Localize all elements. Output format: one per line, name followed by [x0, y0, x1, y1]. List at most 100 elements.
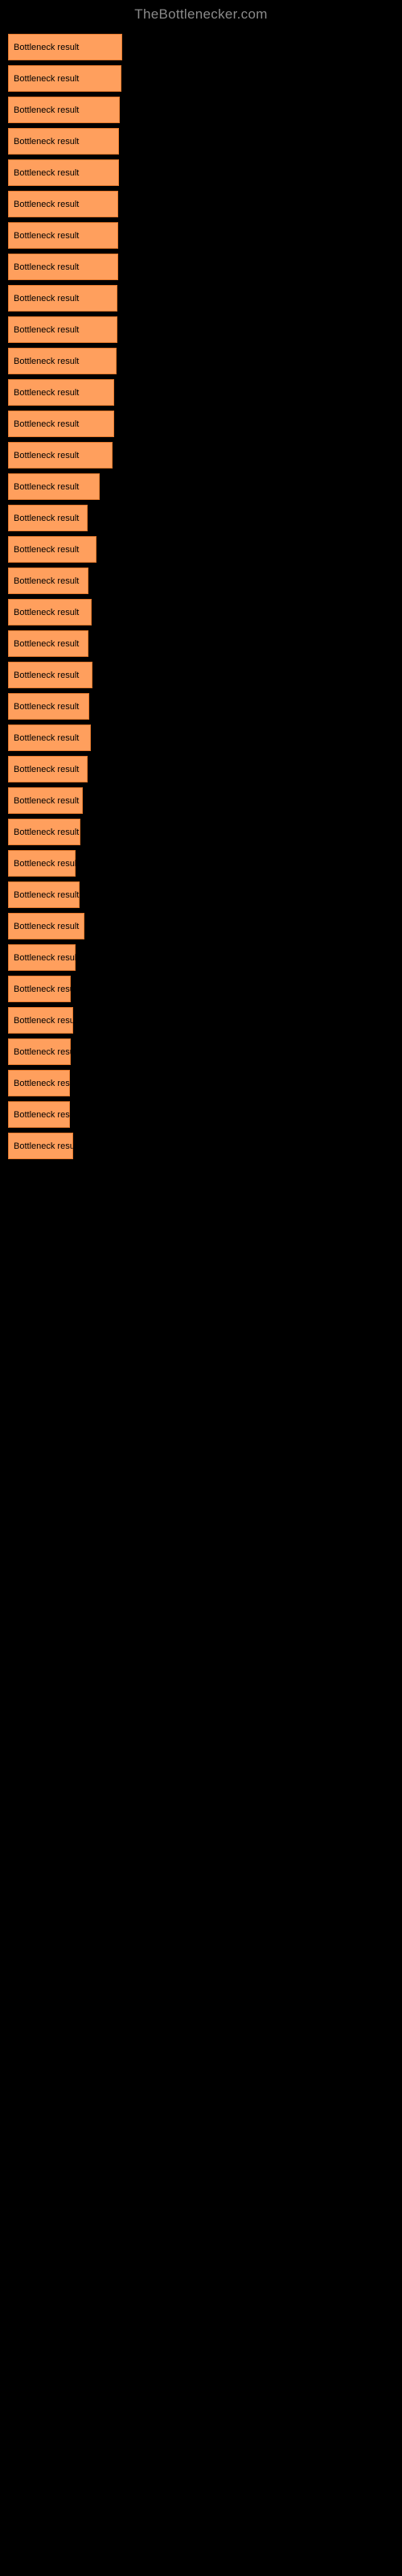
- bar-inner-label: Bottleneck result: [14, 985, 79, 994]
- chart-row: Bottleneck result38.0: [8, 599, 402, 625]
- bar-inner-label: Bottleneck result: [14, 137, 79, 147]
- chart-row: Bottleneck result49.2: [8, 348, 402, 374]
- bar-inner-label: Bottleneck result: [14, 953, 79, 963]
- bar-inner-label: Bottleneck result: [14, 1141, 79, 1151]
- bottleneck-bar: Bottleneck result: [8, 222, 118, 249]
- bar-wrap: Bottleneck result49.7: [8, 285, 394, 312]
- bar-wrap: Bottleneck result 34.5: [8, 913, 394, 939]
- bottleneck-bar: Bottleneck result: [8, 97, 120, 123]
- bar-inner-label: Bottleneck result: [14, 733, 79, 743]
- bottleneck-bar: Bottleneck result: [8, 1038, 71, 1065]
- bar-wrap: Bottleneck result29.5: [8, 1133, 394, 1159]
- chart-row: Bottleneck result29.5: [8, 1007, 402, 1034]
- bar-inner-label: Bottleneck result: [14, 765, 79, 774]
- bar-value-label: 28.5: [71, 1038, 97, 1065]
- bar-value-label: 49.5: [117, 316, 144, 343]
- bar-value-label: 50.0: [118, 254, 145, 280]
- bar-wrap: Bottleneck result30.5: [8, 944, 394, 971]
- bottleneck-bar: Bottleneck result: [8, 568, 88, 594]
- chart-row: Bottleneck result37.0: [8, 693, 402, 720]
- chart-row: Bottleneck result36.0: [8, 505, 402, 531]
- bar-value-label: 34.0: [83, 787, 109, 814]
- bar-value-label: 50.4: [119, 128, 146, 155]
- bar-wrap: Bottleneck result36.5: [8, 568, 394, 594]
- bottleneck-bar: Bottleneck result: [8, 819, 80, 845]
- bar-inner-label: Bottleneck result: [14, 388, 79, 398]
- bar-value-label: 28.0: [70, 1101, 96, 1128]
- chart-row: Bottleneck result28.0: [8, 1070, 402, 1096]
- bar-inner-label: Bottleneck result: [14, 796, 79, 806]
- bottleneck-bar: Bottleneck result: [8, 348, 117, 374]
- chart-row: Bottleneck result30.5: [8, 850, 402, 877]
- bar-wrap: Bottleneck result36.0: [8, 505, 394, 531]
- bar-wrap: Bottleneck result40.0: [8, 536, 394, 563]
- bar-inner-label: Bottleneck result: [14, 922, 79, 931]
- chart-row: Bottleneck result36.5: [8, 568, 402, 594]
- bar-wrap: Bottleneck result48.0: [8, 379, 394, 406]
- bar-inner-label: Bottleneck result: [14, 1047, 79, 1057]
- bottleneck-bar: Bottleneck result: [8, 505, 88, 531]
- bar-value-label: 32.5: [80, 881, 106, 908]
- bar-value-label: 50.0: [118, 222, 145, 249]
- bar-wrap: Bottleneck result50.0: [8, 222, 394, 249]
- bottleneck-bar: Bottleneck result: [8, 913, 84, 939]
- bottleneck-bar: Bottleneck result: [8, 536, 96, 563]
- bar-inner-label: Bottleneck result: [14, 639, 79, 649]
- bar-wrap: Bottleneck result51.3: [8, 65, 394, 92]
- chart-row: Bottleneck result 49.5: [8, 316, 402, 343]
- bottleneck-bar: Bottleneck result: [8, 442, 113, 469]
- chart-row: Bottleneck result 49.9: [8, 191, 402, 217]
- bar-wrap: Bottleneck result41.5: [8, 473, 394, 500]
- chart-row: Bottleneck result48.0: [8, 411, 402, 437]
- bottleneck-bar: Bottleneck result: [8, 881, 80, 908]
- chart-row: Bottleneck result41.5: [8, 473, 402, 500]
- bar-inner-label: Bottleneck result: [14, 262, 79, 272]
- bar-inner-label: Bottleneck result: [14, 1016, 79, 1026]
- bottleneck-bar: Bottleneck result: [8, 944, 76, 971]
- chart-row: Bottleneck result 34.0: [8, 787, 402, 814]
- bar-inner-label: Bottleneck result: [14, 419, 79, 429]
- bottleneck-bar: Bottleneck result: [8, 1133, 73, 1159]
- bottleneck-bar: Bottleneck result: [8, 254, 118, 280]
- bar-value-label: 28.5: [71, 976, 97, 1002]
- chart-row: Bottleneck result36.0: [8, 756, 402, 782]
- bar-inner-label: Bottleneck result: [14, 43, 79, 52]
- bar-value-label: 28.0: [70, 1070, 96, 1096]
- bar-inner-label: Bottleneck result: [14, 828, 79, 837]
- bottleneck-bar: Bottleneck result: [8, 850, 76, 877]
- bar-wrap: Bottleneck result 50.0: [8, 254, 394, 280]
- bar-wrap: Bottleneck result37.5: [8, 724, 394, 751]
- chart-row: Bottleneck result48.0: [8, 379, 402, 406]
- bar-wrap: Bottleneck result32.5: [8, 881, 394, 908]
- bar-value-label: 49.9: [118, 191, 145, 217]
- bar-value-label: 49.7: [117, 285, 144, 312]
- site-header: TheBottlenecker.com: [0, 6, 402, 23]
- chart-row: Bottleneck result 50.4: [8, 128, 402, 155]
- bar-value-label: 36.5: [88, 568, 115, 594]
- chart-row: Bottleneck result40.0: [8, 536, 402, 563]
- bar-wrap: Bottleneck result50.2: [8, 159, 394, 186]
- bottleneck-bar: Bottleneck result: [8, 65, 121, 92]
- bar-wrap: Bottleneck result51.7: [8, 34, 394, 60]
- bar-inner-label: Bottleneck result: [14, 200, 79, 209]
- bar-wrap: Bottleneck result38.5: [8, 662, 394, 688]
- chart-row: Bottleneck result 36.5: [8, 630, 402, 657]
- bottleneck-bar: Bottleneck result: [8, 693, 89, 720]
- bar-inner-label: Bottleneck result: [14, 105, 79, 115]
- bottleneck-bar: Bottleneck result: [8, 756, 88, 782]
- bottleneck-bar: Bottleneck result: [8, 630, 88, 657]
- bar-value-label: 41.5: [100, 473, 126, 500]
- chart-row: Bottleneck result33.0: [8, 819, 402, 845]
- bar-value-label: 36.5: [88, 630, 115, 657]
- bottleneck-bar: Bottleneck result: [8, 191, 118, 217]
- chart-row: Bottleneck result49.7: [8, 285, 402, 312]
- bar-wrap: Bottleneck result47.3: [8, 442, 394, 469]
- bar-value-label: 34.5: [84, 913, 111, 939]
- bottleneck-bar: Bottleneck result: [8, 976, 71, 1002]
- chart-row: Bottleneck result50.0: [8, 222, 402, 249]
- bar-inner-label: Bottleneck result: [14, 514, 79, 523]
- bar-wrap: Bottleneck result48.0: [8, 411, 394, 437]
- bar-inner-label: Bottleneck result: [14, 325, 79, 335]
- bar-value-label: 50.8: [120, 97, 146, 123]
- bar-value-label: 47.3: [113, 442, 139, 469]
